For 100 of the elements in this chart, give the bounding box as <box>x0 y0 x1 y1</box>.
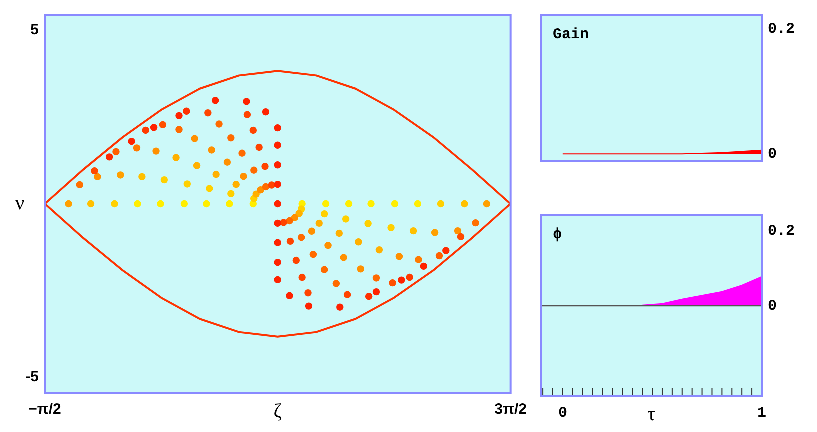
point <box>286 217 294 225</box>
x-axis-title: ζ <box>274 400 282 422</box>
point <box>184 180 192 188</box>
point <box>250 166 258 174</box>
text: Gain <box>553 26 590 44</box>
point <box>372 274 380 282</box>
point <box>472 219 480 227</box>
point <box>117 172 124 179</box>
point <box>376 246 384 254</box>
point <box>228 190 235 198</box>
point <box>320 266 328 274</box>
point <box>183 108 190 116</box>
point <box>364 220 372 228</box>
point <box>111 200 118 208</box>
point <box>150 124 158 132</box>
point <box>344 291 352 298</box>
point <box>212 97 220 104</box>
point <box>159 121 167 129</box>
y-tick-label: -5 <box>26 368 39 386</box>
point <box>410 227 418 235</box>
point <box>398 276 406 284</box>
point <box>262 183 270 191</box>
point <box>345 200 353 208</box>
point <box>240 173 248 180</box>
text: ϕ <box>553 226 562 244</box>
point <box>142 126 150 134</box>
point <box>212 170 220 178</box>
point <box>332 280 340 288</box>
point <box>357 266 364 273</box>
point <box>252 190 260 198</box>
y-tick-label: 0 <box>768 146 778 163</box>
point <box>391 200 399 208</box>
point <box>286 292 294 300</box>
point <box>372 288 380 296</box>
point <box>406 274 414 282</box>
point <box>292 256 300 264</box>
point <box>94 173 102 181</box>
point <box>457 233 465 241</box>
point <box>296 210 303 218</box>
point <box>291 214 299 222</box>
point <box>396 253 404 260</box>
point <box>316 220 323 228</box>
point <box>152 148 160 155</box>
x-axis-title: τ <box>648 403 656 426</box>
point <box>274 142 282 149</box>
point <box>308 228 316 235</box>
point <box>368 200 375 208</box>
point <box>340 254 348 262</box>
point <box>262 162 269 170</box>
point <box>257 186 264 194</box>
x-tick-label: −π/2 <box>28 401 62 418</box>
point <box>128 138 136 146</box>
point <box>133 144 141 152</box>
point <box>112 148 120 156</box>
point <box>274 239 282 246</box>
point <box>274 259 282 266</box>
point <box>138 173 146 181</box>
point <box>274 162 282 169</box>
point <box>238 150 246 157</box>
point <box>324 242 332 250</box>
point <box>461 200 468 208</box>
point <box>420 262 428 270</box>
point <box>310 251 318 258</box>
point <box>274 200 282 208</box>
point <box>342 216 350 223</box>
point <box>388 224 395 232</box>
point <box>414 200 422 208</box>
point <box>365 292 373 300</box>
point <box>76 181 84 189</box>
x-tick-label: 3π/2 <box>494 401 528 418</box>
point <box>256 144 263 152</box>
x-tick-label: 0 <box>558 404 568 422</box>
point <box>415 256 422 264</box>
point <box>157 200 164 208</box>
point <box>228 134 235 142</box>
point <box>274 124 282 132</box>
point <box>322 200 330 208</box>
point <box>262 108 270 116</box>
point <box>232 180 240 188</box>
point <box>437 200 445 208</box>
point <box>431 229 439 236</box>
point <box>336 230 343 238</box>
point <box>274 276 282 284</box>
point <box>208 146 216 154</box>
point <box>298 234 306 242</box>
point <box>176 126 183 134</box>
point <box>244 111 252 118</box>
y-axis-title: ν <box>15 192 25 214</box>
point <box>298 274 306 282</box>
point <box>436 252 444 260</box>
y-tick-label: 0.2 <box>768 222 796 240</box>
y-tick-label: 0 <box>768 298 778 315</box>
point <box>355 238 362 246</box>
point <box>180 200 188 208</box>
point <box>216 120 223 128</box>
point <box>268 182 276 189</box>
point <box>320 210 328 218</box>
point <box>134 200 142 208</box>
point <box>483 200 491 208</box>
point <box>106 154 114 161</box>
